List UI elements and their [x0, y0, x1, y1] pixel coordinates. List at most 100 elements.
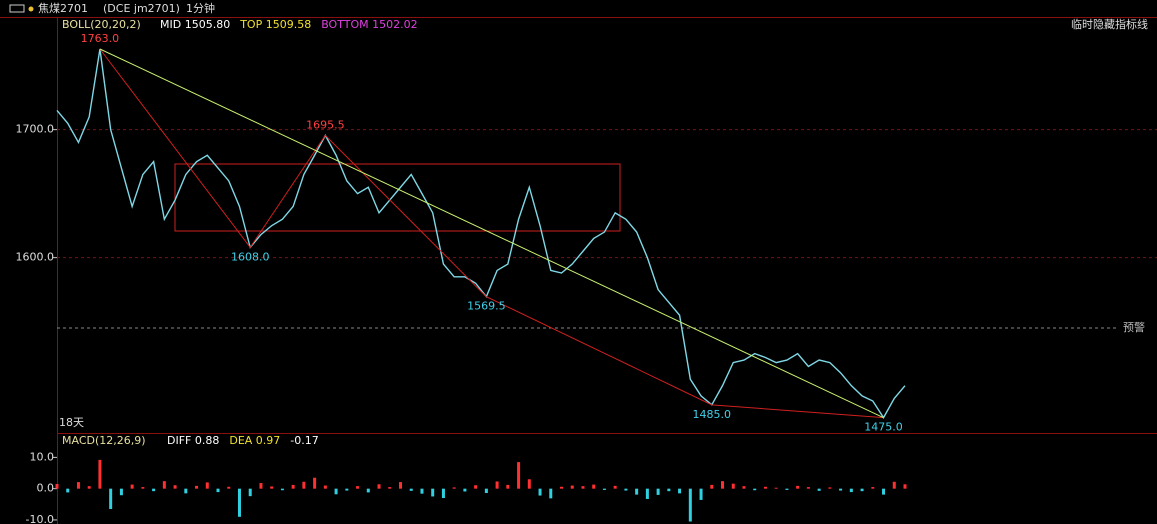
indicator-value: BOTTOM 1502.02 — [321, 18, 417, 31]
macd-bar — [377, 484, 381, 489]
price-line — [56, 48, 906, 419]
symbol[interactable]: 焦煤2701 — [38, 2, 88, 15]
macd-bar — [688, 488, 692, 522]
macd-bar — [549, 488, 553, 499]
code: (DCE jm2701) — [103, 2, 180, 15]
pivot-label: 1569.5 — [467, 300, 506, 313]
macd-bar — [141, 487, 145, 489]
macd-bar — [98, 459, 102, 489]
macd-bar — [76, 482, 80, 489]
hide-button[interactable]: 临时隐藏指标线 — [1071, 17, 1148, 31]
macd-bar — [742, 486, 746, 489]
macd-bar — [656, 488, 660, 495]
macd-bar — [248, 488, 252, 497]
macd-bar — [806, 487, 810, 489]
range-box — [174, 163, 621, 232]
link-icon[interactable] — [9, 4, 25, 13]
macd-bar — [216, 488, 220, 493]
macd-bar — [763, 486, 767, 489]
status-dot — [28, 6, 34, 12]
macd-bar — [570, 485, 574, 489]
macd-bar — [109, 488, 113, 509]
macd-bar — [237, 488, 241, 517]
macd-bar — [721, 481, 725, 489]
macd-bar — [173, 485, 177, 489]
macd-bar — [785, 488, 789, 490]
macd-bar — [613, 485, 617, 489]
macd-bar — [388, 487, 392, 489]
macd-bar — [452, 487, 456, 489]
macd-bar — [441, 488, 445, 499]
macd-bar — [398, 482, 402, 489]
macd-bar — [796, 485, 800, 489]
macd-bar — [581, 486, 585, 489]
macd-bar — [130, 484, 134, 489]
period[interactable]: 1分钟 — [186, 1, 215, 15]
pivot-label: 1695.5 — [306, 118, 345, 131]
macd-bar — [66, 488, 70, 493]
macd-bar — [463, 488, 467, 492]
macd-bar — [484, 488, 488, 494]
indicator-value: -0.17 — [290, 434, 318, 447]
macd-bar — [828, 487, 832, 489]
pivot-label: 1475.0 — [864, 421, 903, 434]
indicator-value: DEA 0.97 — [229, 434, 280, 447]
macd-bar — [817, 488, 821, 491]
macd-bar — [882, 488, 886, 495]
macd-bar — [345, 488, 349, 491]
span-label: 18天 — [59, 416, 84, 429]
indicator-value: MID 1505.80 — [160, 18, 230, 31]
macd-bar — [903, 484, 907, 489]
alert-label: 预警 — [1123, 320, 1145, 334]
y-tick-label: 1600.0 — [16, 251, 55, 264]
macd-bar — [270, 486, 274, 489]
macd-bar — [431, 488, 435, 497]
indicator-name[interactable]: BOLL(20,20,2) — [62, 18, 141, 31]
macd-bar — [699, 488, 703, 500]
macd-bar — [635, 488, 639, 495]
y-tick-label: 0.0 — [37, 482, 55, 495]
pivot-label: 1763.0 — [81, 32, 120, 45]
macd-bar — [517, 462, 521, 489]
macd-bar — [892, 481, 896, 489]
macd-bar — [592, 484, 596, 489]
pivot-label: 1485.0 — [693, 408, 732, 421]
macd-bar — [313, 477, 317, 489]
macd-bar — [366, 488, 370, 493]
y-tick-label: 1700.0 — [16, 123, 55, 136]
macd-bar — [602, 488, 606, 490]
macd-bar — [184, 488, 188, 494]
macd-bar — [538, 488, 542, 496]
macd-bar — [227, 486, 231, 489]
macd-bar — [55, 483, 59, 489]
macd-bar — [731, 483, 735, 489]
macd-bar — [334, 488, 338, 495]
macd-bar — [839, 488, 843, 491]
macd-bar — [474, 485, 478, 489]
macd-bar — [280, 488, 284, 491]
macd-bar — [624, 488, 628, 491]
y-tick-label: -10.0 — [26, 513, 54, 524]
indicator-value: TOP 1509.58 — [239, 18, 311, 31]
macd-bar — [420, 488, 424, 494]
macd-bar — [87, 486, 91, 489]
macd-bar — [323, 485, 327, 489]
indicator-name[interactable]: MACD(12,26,9) — [62, 434, 146, 447]
macd-bar — [645, 488, 649, 499]
pivot-label: 1608.0 — [231, 250, 270, 263]
indicator-value: DIFF 0.88 — [167, 434, 219, 447]
macd-bar — [560, 486, 564, 489]
macd-bar — [860, 488, 864, 492]
macd-bar — [409, 488, 413, 491]
macd-bar — [678, 488, 682, 494]
macd-bar — [119, 488, 123, 496]
macd-bar — [527, 479, 531, 489]
macd-bar — [506, 484, 510, 489]
macd-bar — [205, 482, 209, 489]
macd-bar — [774, 487, 778, 489]
macd-bar — [495, 481, 499, 489]
macd-bar — [667, 488, 671, 492]
macd-bar — [291, 484, 295, 489]
